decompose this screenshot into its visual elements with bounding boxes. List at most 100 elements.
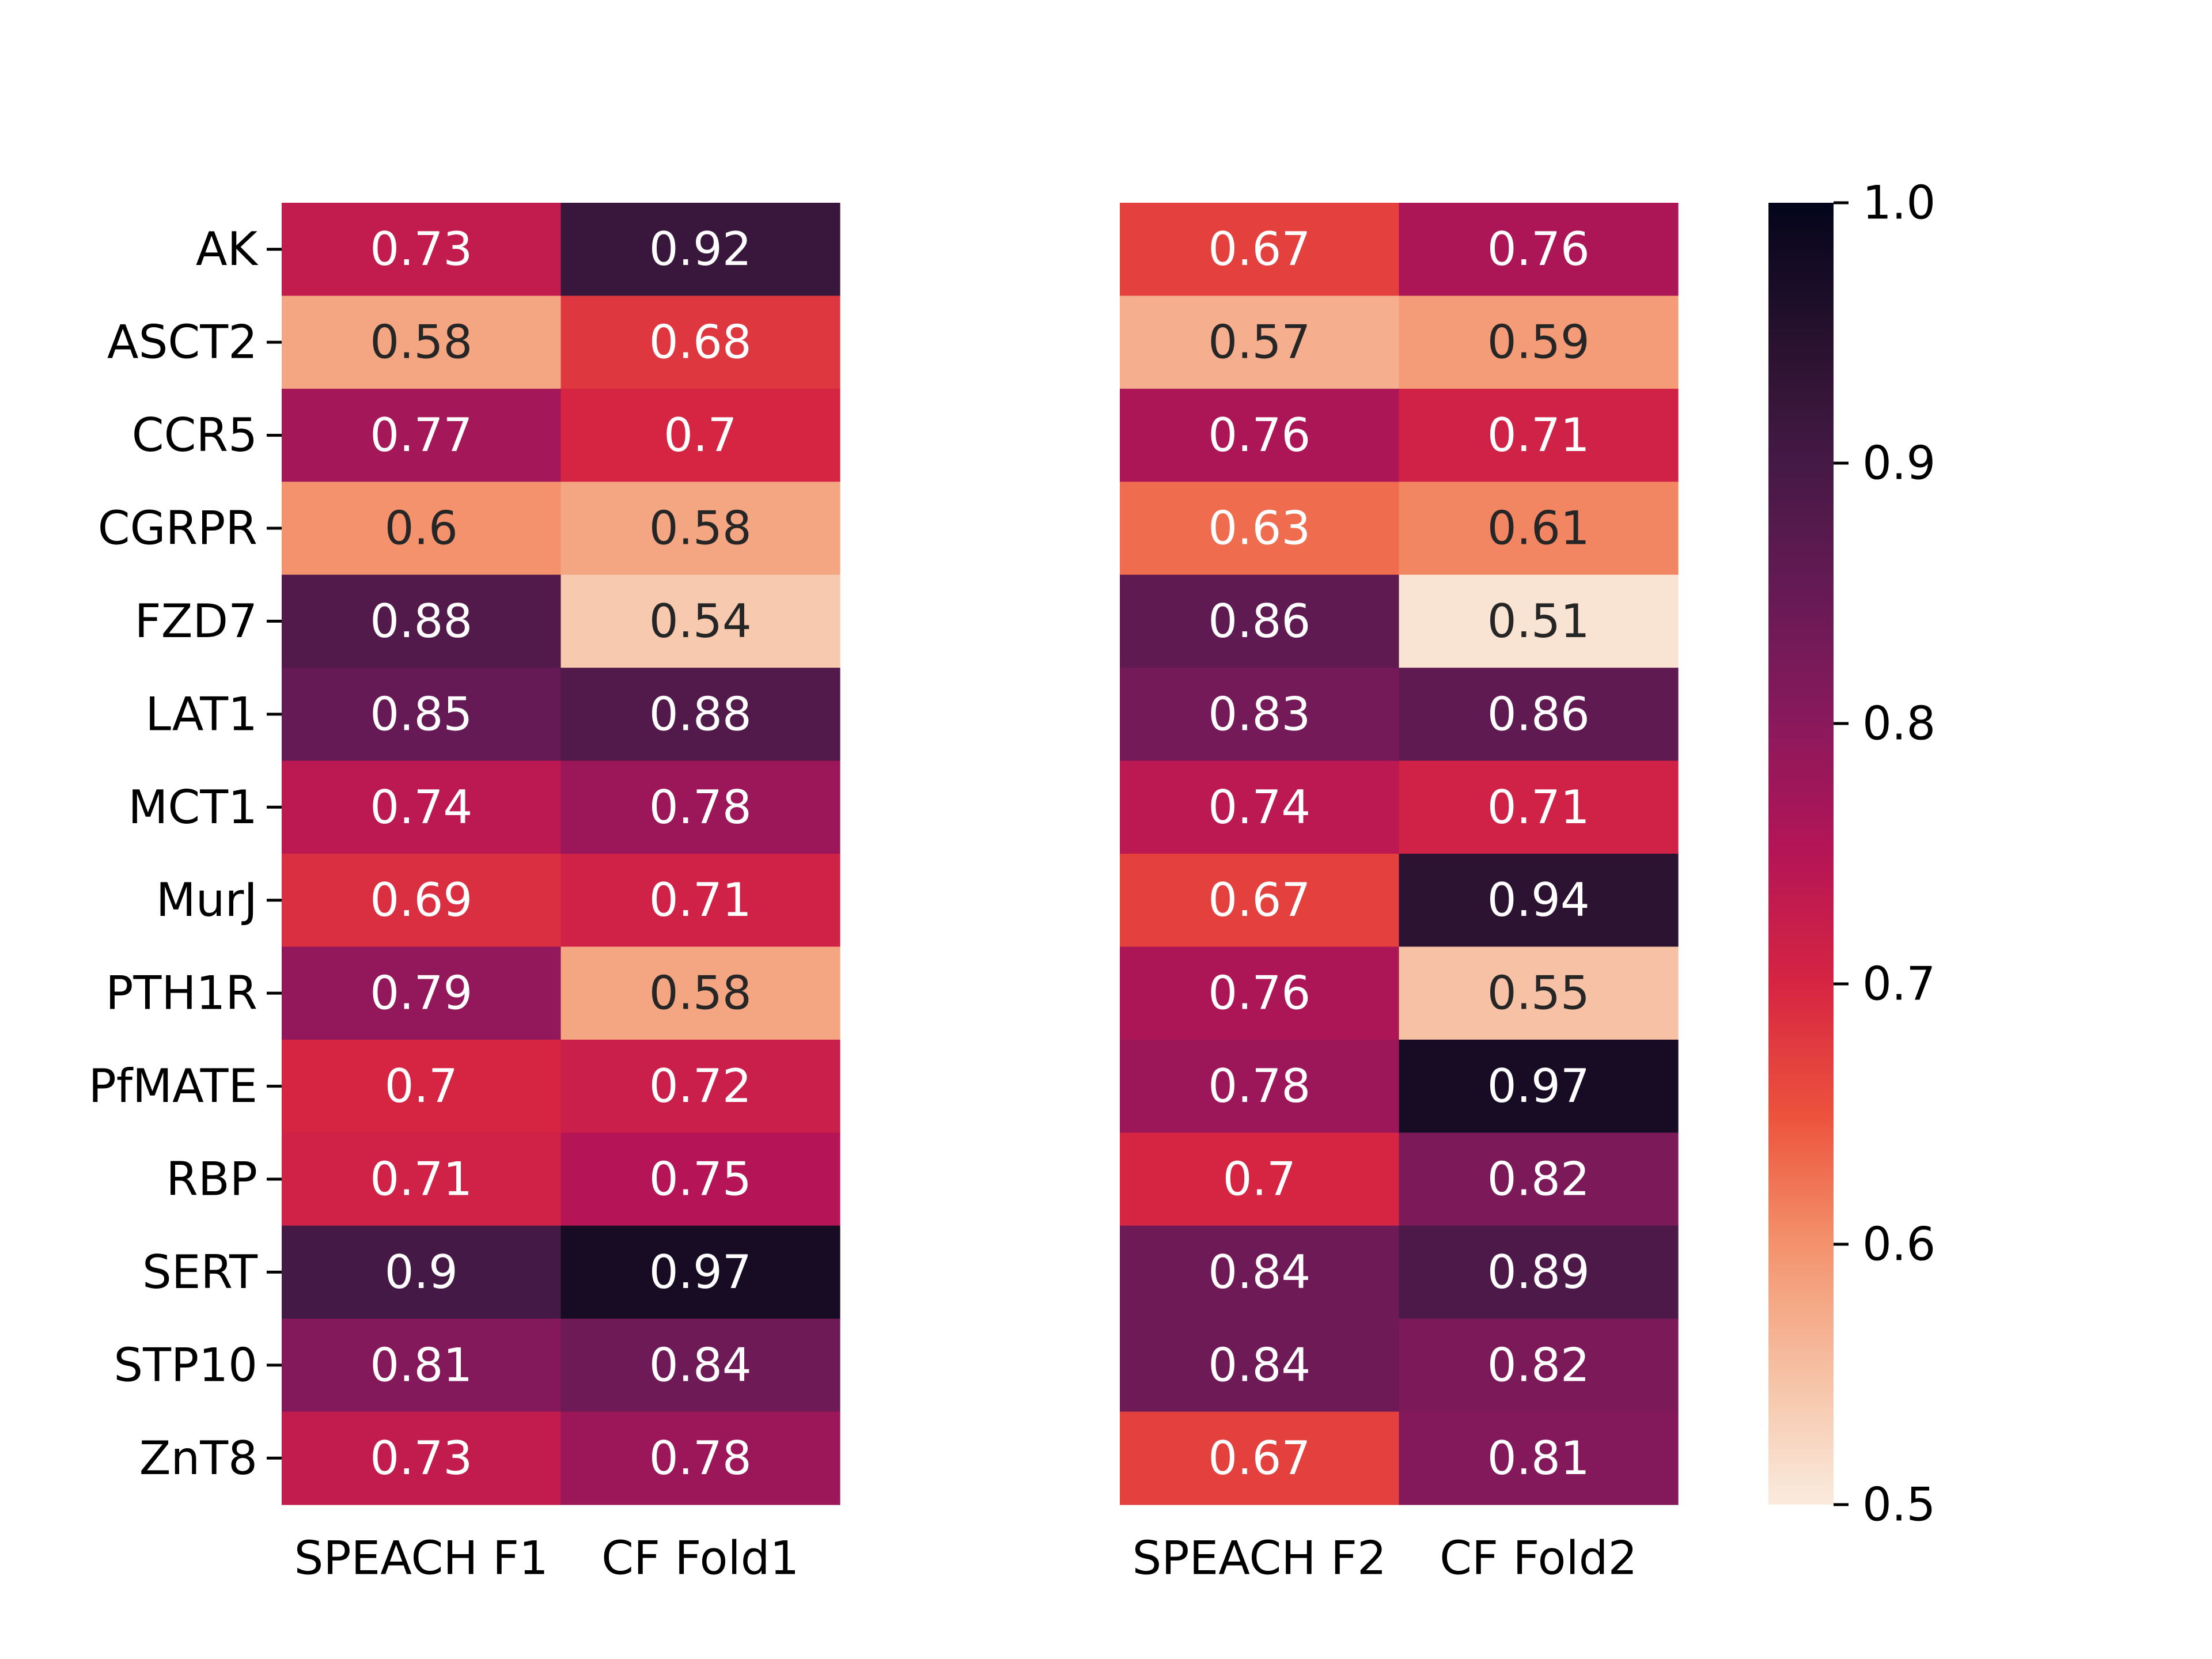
cell-value-label: 0.79 <box>370 967 472 1020</box>
row-tick-label: CGRPR <box>98 502 257 555</box>
heatmap-cell <box>282 388 562 482</box>
cell-value-label: 0.63 <box>1208 502 1310 555</box>
heatmap-cell <box>282 854 562 948</box>
cell-value-label: 0.86 <box>1487 687 1590 741</box>
row-tick-label: FZD7 <box>135 594 257 648</box>
cell-value-label: 0.68 <box>649 316 752 369</box>
heatmap-cell <box>1399 946 1679 1040</box>
colorbar-gradient <box>1768 203 1834 1505</box>
heatmap-cell <box>1120 760 1400 854</box>
heatmap-cell <box>1120 1225 1400 1319</box>
heatmap-cell <box>1120 946 1400 1040</box>
heatmap-panel-fold1: 0.73 0.92 0.58 0.68 0.77 0.7 0.6 0.58 0.88 0.54 0.… <box>89 203 840 1585</box>
heatmap-cell <box>560 482 840 575</box>
row-tick-label: ZnT8 <box>139 1431 257 1485</box>
column-tick-label: SPEACH F1 <box>294 1532 548 1585</box>
heatmap-cell <box>282 574 562 668</box>
heatmap-cell <box>1399 296 1679 389</box>
cell-value-label: 0.67 <box>1208 222 1310 276</box>
cell-value-label: 0.58 <box>649 502 752 555</box>
cell-value-label: 0.71 <box>1487 408 1590 462</box>
cell-value-label: 0.89 <box>1487 1245 1590 1299</box>
heatmap-cell <box>1120 296 1400 389</box>
heatmap-cell <box>282 1225 562 1319</box>
cell-value-label: 0.82 <box>1487 1153 1590 1206</box>
cell-value-label: 0.82 <box>1487 1338 1590 1392</box>
cell-value-label: 0.84 <box>1208 1245 1310 1299</box>
cell-value-label: 0.86 <box>1208 594 1310 648</box>
cell-value-label: 0.67 <box>1208 1431 1310 1485</box>
heatmap-cell <box>282 296 562 389</box>
heatmap-cell <box>1120 668 1400 762</box>
cell-value-label: 0.75 <box>649 1153 752 1206</box>
heatmap-cell <box>1120 1319 1400 1412</box>
column-tick-label: SPEACH F2 <box>1132 1532 1387 1585</box>
row-tick-label: STP10 <box>113 1338 257 1392</box>
cell-value-label: 0.81 <box>1487 1431 1590 1485</box>
heatmap-cell <box>560 574 840 668</box>
heatmap-cell <box>1399 203 1679 297</box>
heatmap-cell <box>560 1132 840 1226</box>
colorbar-tick-label: 1.0 <box>1862 176 1936 230</box>
heatmap-cell <box>1120 388 1400 482</box>
row-tick-label: LAT1 <box>145 687 257 741</box>
cell-value-label: 0.97 <box>1487 1059 1590 1113</box>
heatmap-cell <box>560 668 840 762</box>
colorbar-tick-label: 0.8 <box>1862 697 1936 751</box>
cell-value-label: 0.71 <box>649 873 752 927</box>
heatmap-cell <box>282 203 562 297</box>
heatmap-cell <box>1120 854 1400 948</box>
heatmap-cell <box>1120 1039 1400 1133</box>
cell-value-label: 0.55 <box>1487 967 1590 1020</box>
cell-value-label: 0.58 <box>370 316 472 369</box>
cell-value-label: 0.51 <box>1487 594 1590 648</box>
row-tick-label: PTH1R <box>105 967 257 1020</box>
cell-value-label: 0.69 <box>370 873 472 927</box>
cell-value-label: 0.85 <box>370 687 472 741</box>
cell-value-label: 0.83 <box>1208 687 1310 741</box>
cell-value-label: 0.81 <box>370 1338 472 1392</box>
heatmap-cell <box>560 1039 840 1133</box>
cell-value-label: 0.78 <box>649 781 752 834</box>
colorbar-tick-label: 0.9 <box>1862 437 1936 490</box>
row-tick-label: ASCT2 <box>107 316 257 369</box>
cell-value-label: 0.77 <box>370 408 472 462</box>
heatmap-cell <box>560 1225 840 1319</box>
heatmap-cell <box>1399 1039 1679 1133</box>
cell-value-label: 0.57 <box>1208 316 1310 369</box>
cell-value-label: 0.73 <box>370 1431 472 1485</box>
cell-value-label: 0.97 <box>649 1245 752 1299</box>
cell-value-label: 0.94 <box>1487 873 1590 927</box>
cell-value-label: 0.6 <box>385 502 458 555</box>
heatmap-cell <box>1120 1411 1400 1505</box>
heatmap-cell <box>1399 574 1679 668</box>
heatmap-cell <box>560 760 840 854</box>
heatmap-cell <box>282 946 562 1040</box>
cell-value-label: 0.92 <box>649 222 752 276</box>
heatmap-cell <box>282 482 562 575</box>
cell-value-label: 0.88 <box>370 594 472 648</box>
cell-value-label: 0.7 <box>1223 1153 1296 1206</box>
cell-value-label: 0.76 <box>1208 408 1310 462</box>
cell-value-label: 0.78 <box>1208 1059 1310 1113</box>
cell-value-label: 0.67 <box>1208 873 1310 927</box>
row-tick-label: AK <box>196 222 259 276</box>
heatmap-cell <box>282 1132 562 1226</box>
heatmap-cell <box>282 668 562 762</box>
cell-value-label: 0.61 <box>1487 502 1590 555</box>
heatmap-cell <box>1399 1319 1679 1412</box>
column-tick-label: CF Fold2 <box>1440 1532 1637 1585</box>
colorbar-tick-label: 0.7 <box>1862 957 1936 1011</box>
heatmap-cell <box>560 203 840 297</box>
heatmap-cell <box>560 854 840 948</box>
cell-value-label: 0.76 <box>1208 967 1310 1020</box>
cell-value-label: 0.71 <box>1487 781 1590 834</box>
heatmap-cell <box>1399 1411 1679 1505</box>
heatmap-cell <box>1120 203 1400 297</box>
cell-value-label: 0.59 <box>1487 316 1590 369</box>
heatmap-cell <box>1399 388 1679 482</box>
heatmap-cell <box>1399 760 1679 854</box>
cell-value-label: 0.7 <box>664 408 737 462</box>
cell-value-label: 0.88 <box>649 687 752 741</box>
